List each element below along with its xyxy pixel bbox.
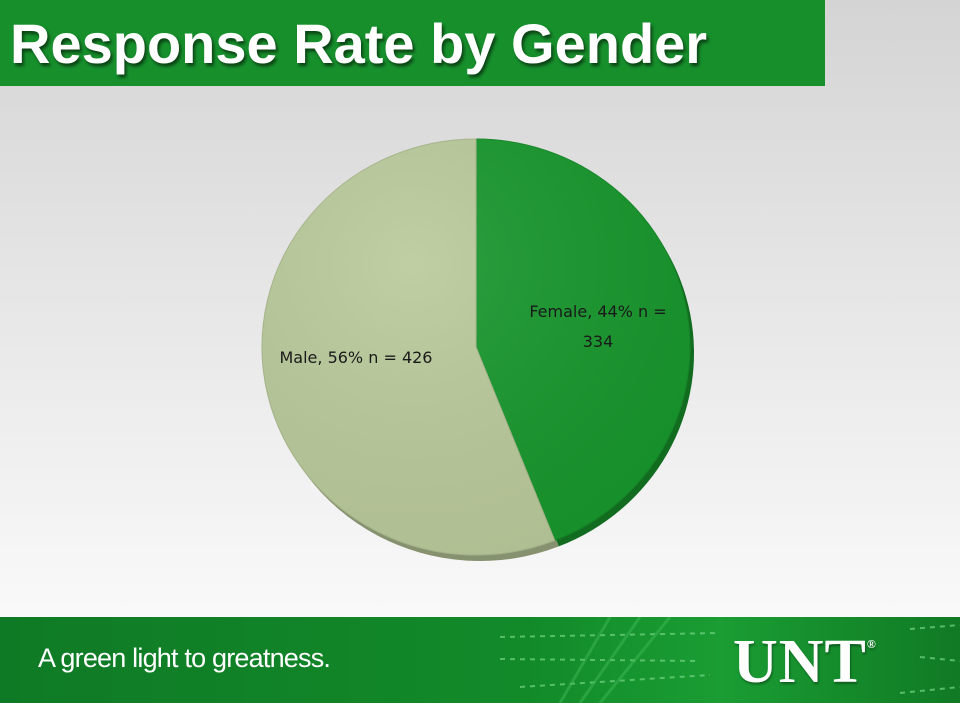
logo-text: UNT xyxy=(733,628,867,696)
title-bar: Response Rate by Gender xyxy=(0,0,825,86)
footer-band: A green light to greatness. UNT® xyxy=(0,617,960,703)
footer-tagline: A green light to greatness. xyxy=(38,643,331,673)
slice-label-line-2: 334 xyxy=(583,332,614,351)
slice-label-female: Female, 44% n = 334 xyxy=(529,302,666,351)
pie-gloss xyxy=(262,139,690,555)
slide-title: Response Rate by Gender xyxy=(10,12,708,75)
pie-slices xyxy=(261,138,691,556)
slice-label-line-1: Female, 44% n = xyxy=(529,302,666,321)
slice-label-line-1: Male, 56% n = 426 xyxy=(280,348,433,367)
footer-streaks xyxy=(499,617,960,703)
pie-chart: Female, 44% n = 334 Male, 56% n = 426 xyxy=(261,138,694,561)
unt-logo: UNT® xyxy=(733,627,877,698)
pie-labels: Female, 44% n = 334 Male, 56% n = 426 xyxy=(280,302,667,367)
registered-mark: ® xyxy=(866,637,877,651)
slice-label-male: Male, 56% n = 426 xyxy=(280,348,433,367)
footer-bottom-strip xyxy=(0,703,960,720)
